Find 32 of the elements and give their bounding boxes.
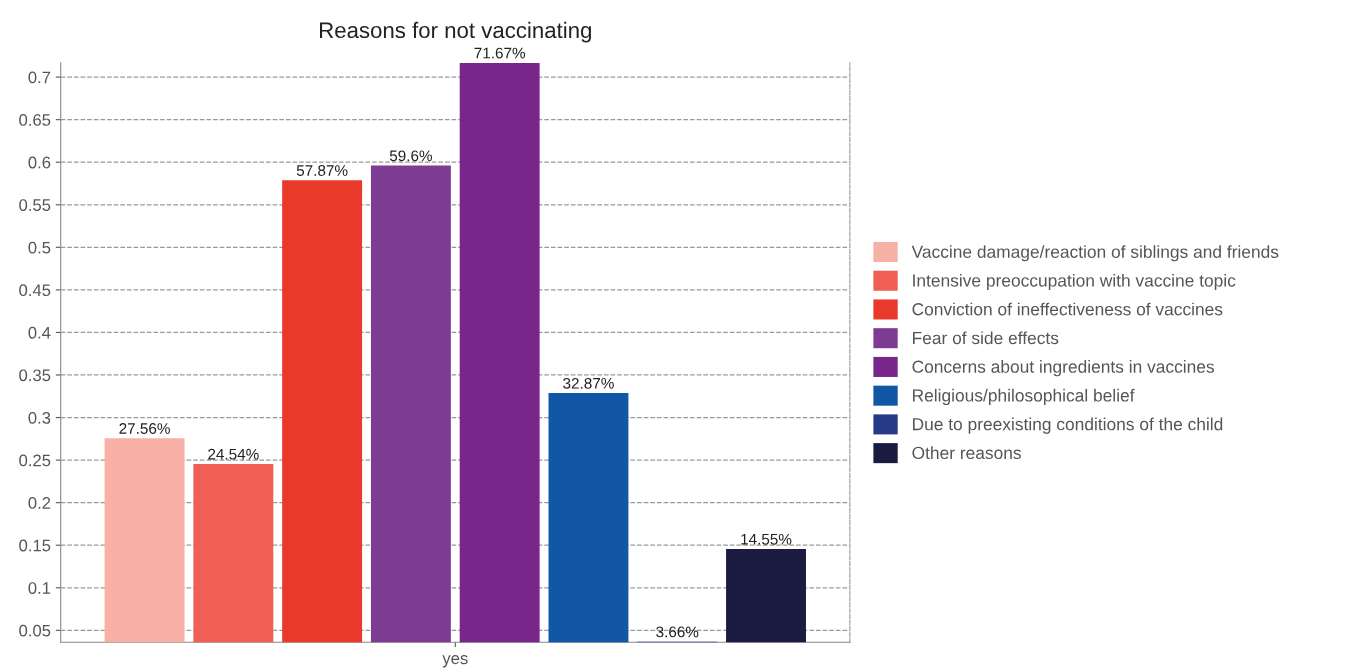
y-tick-label: 0.35	[19, 369, 51, 382]
legend-label: Fear of side effects	[913, 331, 1059, 345]
y-tick-label: 0.1	[28, 582, 51, 594]
y-tick-label: 0.05	[19, 624, 51, 637]
chart-title: Reasons for not vaccinating	[320, 21, 591, 43]
data-label: 3.66%	[656, 626, 699, 638]
legend-label: Vaccine damage/reaction of siblings and friends	[911, 245, 1279, 262]
x-tick-label: yes	[442, 655, 468, 668]
data-label: 59.6%	[389, 150, 433, 162]
data-label: 14.55%	[741, 533, 792, 545]
y-tick-label: 0.3	[28, 411, 51, 424]
data-label: 27.56%	[119, 423, 170, 434]
y-tick-label: 0.7	[28, 71, 51, 84]
legend-label: Concerns about ingredients in vaccines	[912, 360, 1214, 377]
y-tick-label: 0.65	[19, 114, 51, 126]
y-tick-label: 0.6	[28, 156, 51, 169]
data-label: 24.54%	[208, 448, 259, 460]
legend-label: Other reasons	[912, 446, 1021, 460]
data-label: 71.67%	[474, 47, 526, 59]
y-tick-label: 0.2	[28, 497, 51, 509]
data-label: 57.87%	[296, 165, 348, 176]
y-tick-label: 0.5	[28, 241, 51, 254]
y-tick-label: 0.15	[19, 539, 51, 552]
data-label: 32.87%	[563, 377, 614, 389]
y-tick-label: 0.4	[28, 326, 51, 339]
legend-label: Due to preexisting conditions of the child	[913, 417, 1223, 434]
legend-label: Religious/philosophical belief	[913, 388, 1135, 406]
y-tick-label: 0.45	[19, 284, 51, 297]
legend-label: Intensive preoccupation with vaccine topic	[913, 273, 1236, 291]
legend-label: Conviction of ineffectiveness of vaccines	[912, 302, 1223, 316]
y-tick-label: 0.25	[19, 454, 51, 467]
y-tick-label: 0.55	[19, 199, 51, 211]
